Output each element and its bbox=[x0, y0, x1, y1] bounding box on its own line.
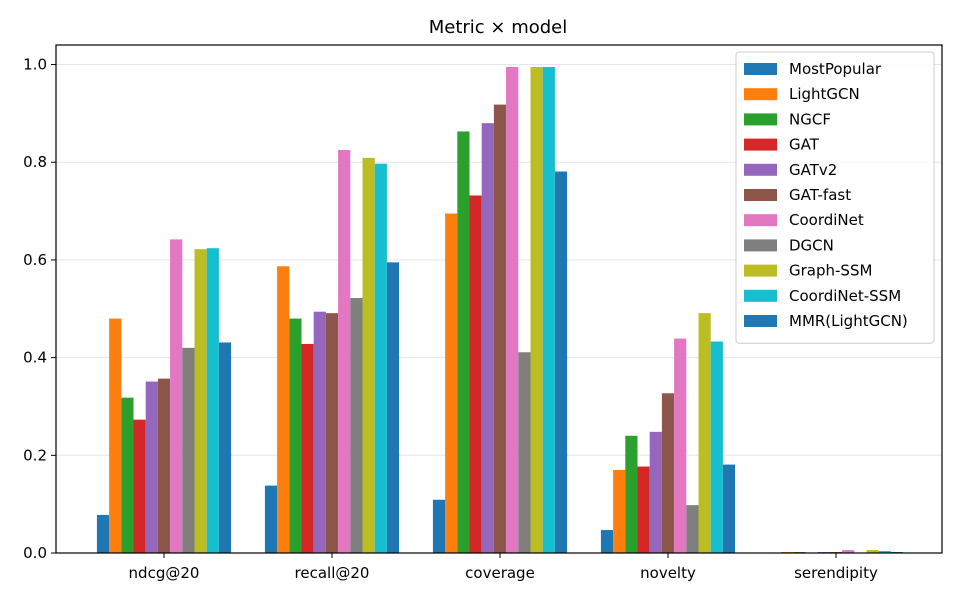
bar bbox=[842, 550, 855, 553]
plot-frame bbox=[55, 44, 943, 554]
bar bbox=[301, 343, 314, 553]
bar bbox=[133, 419, 146, 553]
bar bbox=[625, 435, 638, 553]
bar bbox=[313, 311, 326, 553]
bar bbox=[661, 393, 675, 553]
bar bbox=[469, 195, 482, 553]
y-tick-label: 0.4 bbox=[23, 349, 47, 367]
bar bbox=[637, 466, 650, 553]
x-tick-label: recall@20 bbox=[295, 564, 370, 582]
bar bbox=[325, 313, 339, 553]
bar bbox=[600, 530, 614, 553]
legend-swatch bbox=[744, 138, 777, 151]
legend-swatch bbox=[744, 88, 777, 101]
bar bbox=[386, 262, 400, 553]
bar bbox=[289, 318, 302, 553]
bar bbox=[710, 341, 723, 553]
bar bbox=[218, 342, 232, 553]
legend-label: CoordiNet bbox=[789, 211, 864, 229]
x-tick-label: ndcg@20 bbox=[129, 564, 200, 582]
bars bbox=[96, 66, 904, 554]
bar bbox=[530, 66, 543, 553]
bar bbox=[445, 213, 458, 553]
y-tick-label: 0.6 bbox=[23, 251, 47, 269]
legend-swatch bbox=[744, 239, 777, 252]
legend-label: GATv2 bbox=[789, 161, 837, 179]
bar bbox=[96, 514, 110, 553]
legend-swatch bbox=[744, 289, 777, 302]
x-tick-label: serendipity bbox=[794, 564, 878, 582]
legend-label: GAT bbox=[789, 136, 820, 154]
legend-swatch bbox=[744, 63, 777, 75]
legend-label: LightGCN bbox=[789, 85, 860, 103]
y-tick-label: 1.0 bbox=[23, 56, 47, 74]
bar bbox=[866, 550, 879, 553]
bar bbox=[157, 378, 171, 553]
legend-swatch bbox=[744, 189, 777, 201]
legend-label: MostPopular bbox=[789, 60, 882, 78]
legend-swatch bbox=[744, 315, 777, 327]
bar bbox=[338, 150, 351, 553]
bar bbox=[613, 469, 626, 553]
legend-label: GAT-fast bbox=[789, 186, 851, 204]
y-tick-label: 0.0 bbox=[23, 544, 47, 562]
bar bbox=[432, 499, 446, 553]
chart-title: Metric × model bbox=[429, 17, 568, 38]
legend-label: CoordiNet-SSM bbox=[789, 287, 901, 305]
legend-label: Graph-SSM bbox=[789, 262, 872, 280]
bar bbox=[698, 313, 711, 553]
bar bbox=[277, 266, 290, 553]
bar bbox=[493, 104, 507, 553]
legend-box bbox=[735, 51, 935, 344]
y-tick-label: 0.8 bbox=[23, 153, 47, 171]
legend-swatch bbox=[744, 113, 777, 126]
bar bbox=[182, 347, 195, 553]
bar bbox=[649, 431, 662, 553]
x-tick-label: coverage bbox=[465, 564, 535, 582]
legend-label: MMR(LightGCN) bbox=[789, 312, 908, 330]
x-tick-label: novelty bbox=[640, 564, 696, 582]
y-tick-label: 0.2 bbox=[23, 446, 47, 464]
legend-swatch bbox=[744, 264, 777, 277]
bar bbox=[542, 66, 555, 553]
bar bbox=[686, 505, 699, 553]
bar bbox=[194, 249, 207, 553]
legend-swatch bbox=[744, 163, 777, 176]
bar bbox=[506, 66, 519, 553]
bar bbox=[878, 551, 891, 553]
bar bbox=[121, 397, 134, 553]
bar bbox=[109, 318, 122, 553]
bar bbox=[206, 248, 219, 553]
bar bbox=[145, 381, 158, 553]
bar bbox=[374, 163, 387, 553]
bar bbox=[518, 352, 531, 553]
legend: MostPopular LightGCN NGCF GAT GATv2 GAT-fast C… bbox=[735, 51, 935, 344]
bar bbox=[481, 123, 494, 554]
bar bbox=[264, 485, 278, 553]
bar bbox=[350, 298, 363, 553]
legend-label: DGCN bbox=[789, 236, 834, 254]
y-axis: 0.0 0.2 0.4 0.6 0.8 1.0 bbox=[23, 56, 56, 562]
bar bbox=[457, 131, 470, 553]
legend-label: NGCF bbox=[789, 110, 831, 128]
x-axis: ndcg@20 recall@20 coverage novelty serendipi… bbox=[129, 553, 878, 582]
bar bbox=[362, 157, 375, 554]
bar bbox=[674, 338, 687, 553]
legend-swatch bbox=[744, 214, 777, 227]
bar bbox=[722, 464, 736, 553]
bar bbox=[170, 239, 183, 553]
bar bbox=[554, 171, 568, 553]
